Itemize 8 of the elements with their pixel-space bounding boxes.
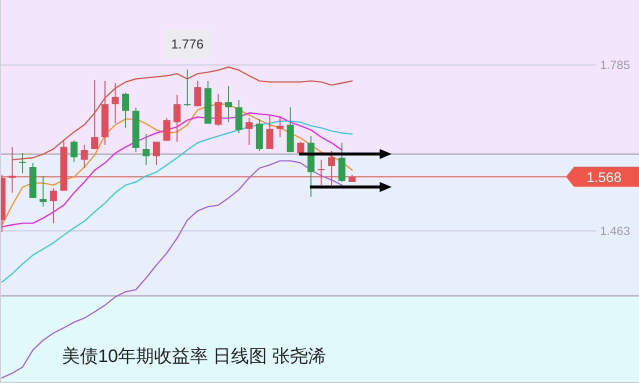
y-tick-label: 1.785 xyxy=(600,58,630,72)
ref-line-label: 1.568 xyxy=(586,168,622,185)
line-series xyxy=(1,160,342,378)
text: 美债10年期收益率 日线图 张尧浠 xyxy=(62,346,326,366)
line-series xyxy=(12,66,353,160)
annotation-callout: 1.776 xyxy=(163,30,212,64)
annotation: 1.776 xyxy=(171,36,204,52)
y-tick-label: 1.463 xyxy=(600,224,630,238)
